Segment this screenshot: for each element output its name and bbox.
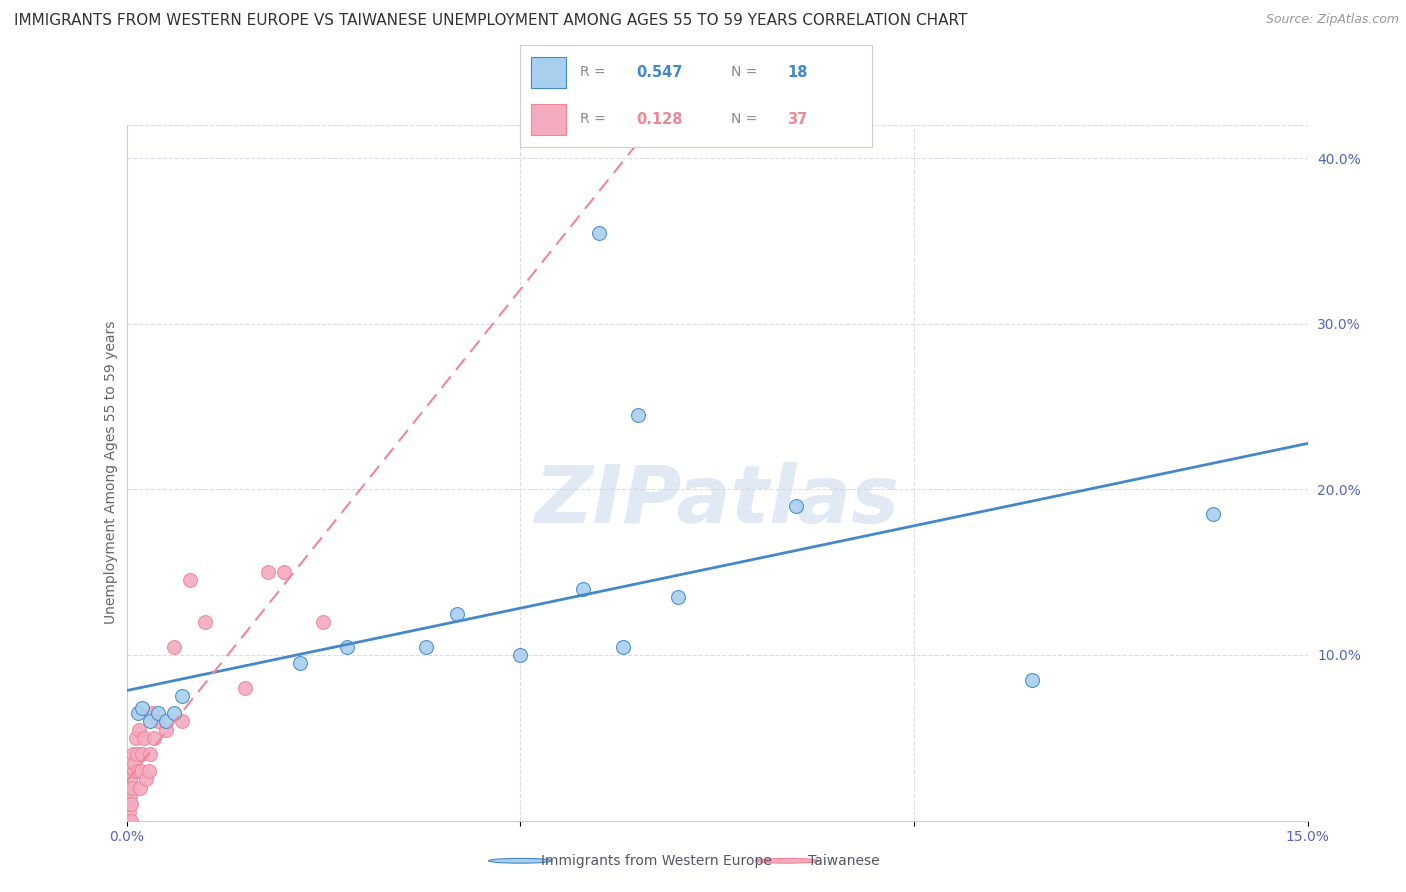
- Point: [170, 690, 193, 704]
- Point: [120, 797, 142, 811]
- Text: Taiwanese: Taiwanese: [808, 854, 880, 868]
- Point: [146, 706, 169, 720]
- Point: [143, 731, 166, 745]
- Bar: [531, 104, 565, 135]
- Point: [120, 814, 142, 828]
- Point: [135, 772, 157, 787]
- Point: [118, 780, 141, 795]
- Text: R =: R =: [581, 112, 610, 127]
- Point: [312, 615, 335, 629]
- Point: [122, 764, 145, 778]
- Point: [233, 681, 256, 695]
- Point: [124, 756, 146, 770]
- Point: [288, 657, 311, 671]
- Bar: [531, 57, 565, 87]
- Circle shape: [756, 858, 818, 863]
- Point: [139, 747, 162, 762]
- Text: 0.547: 0.547: [637, 65, 682, 79]
- Point: [139, 714, 162, 729]
- Point: [131, 747, 153, 762]
- Point: [155, 723, 177, 737]
- Point: [273, 565, 295, 579]
- Point: [1202, 507, 1225, 521]
- Circle shape: [489, 858, 551, 863]
- Point: [129, 764, 152, 778]
- Point: [785, 499, 807, 513]
- Text: R =: R =: [581, 65, 610, 79]
- Point: [194, 615, 217, 629]
- Point: [125, 747, 148, 762]
- Point: [588, 226, 610, 240]
- Point: [117, 814, 139, 828]
- Point: [138, 764, 160, 778]
- Point: [612, 640, 634, 654]
- Point: [666, 590, 689, 604]
- Text: IMMIGRANTS FROM WESTERN EUROPE VS TAIWANESE UNEMPLOYMENT AMONG AGES 55 TO 59 YEA: IMMIGRANTS FROM WESTERN EUROPE VS TAIWAN…: [14, 13, 967, 29]
- Point: [415, 640, 437, 654]
- Point: [118, 814, 141, 828]
- Point: [128, 723, 150, 737]
- Point: [155, 714, 177, 729]
- Text: 18: 18: [787, 65, 808, 79]
- Point: [257, 565, 280, 579]
- Text: Immigrants from Western Europe: Immigrants from Western Europe: [541, 854, 772, 868]
- Point: [121, 780, 143, 795]
- Y-axis label: Unemployment Among Ages 55 to 59 years: Unemployment Among Ages 55 to 59 years: [104, 321, 118, 624]
- Point: [163, 706, 186, 720]
- Point: [627, 408, 650, 422]
- Point: [117, 797, 139, 811]
- Point: [163, 640, 186, 654]
- Point: [572, 582, 595, 596]
- Point: [129, 780, 152, 795]
- Point: [118, 805, 141, 820]
- Point: [146, 714, 169, 729]
- Point: [336, 640, 359, 654]
- Text: 37: 37: [787, 112, 807, 127]
- Text: Source: ZipAtlas.com: Source: ZipAtlas.com: [1265, 13, 1399, 27]
- Point: [127, 706, 149, 720]
- Point: [132, 731, 155, 745]
- Point: [120, 797, 142, 811]
- Point: [141, 706, 163, 720]
- Text: 0.128: 0.128: [637, 112, 683, 127]
- Point: [121, 747, 143, 762]
- Point: [1021, 673, 1043, 687]
- Point: [118, 789, 141, 803]
- Point: [131, 701, 153, 715]
- Text: N =: N =: [731, 112, 762, 127]
- Point: [120, 772, 142, 787]
- Point: [127, 764, 149, 778]
- Point: [509, 648, 531, 662]
- Text: N =: N =: [731, 65, 762, 79]
- Point: [446, 607, 468, 621]
- Point: [170, 714, 193, 729]
- Text: ZIPatlas: ZIPatlas: [534, 461, 900, 540]
- Point: [125, 731, 148, 745]
- Point: [179, 574, 201, 588]
